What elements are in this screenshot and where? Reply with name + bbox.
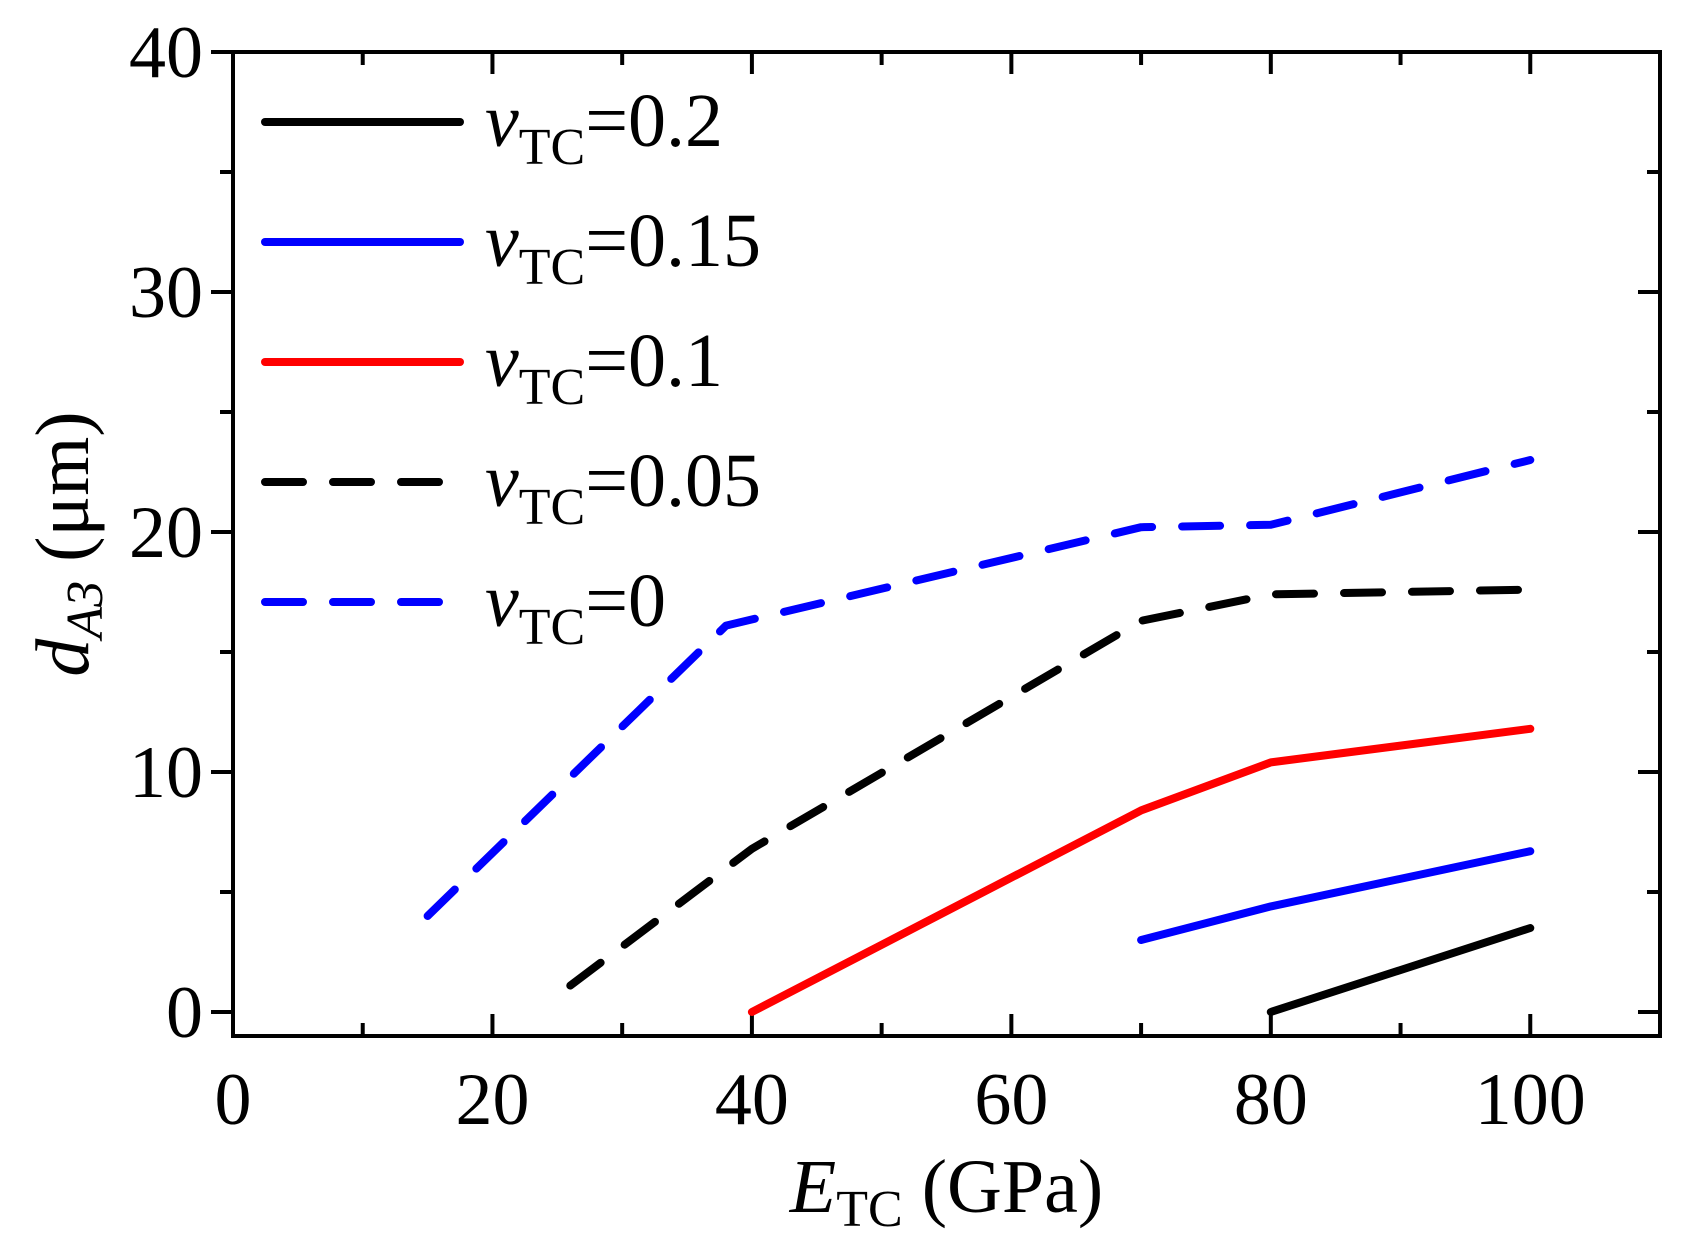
- legend-label-4: vTC=0.05: [485, 439, 761, 536]
- legend-label-var: v: [485, 559, 519, 643]
- series-layer: [423, 456, 1535, 1016]
- legend-label-value: =0.2: [585, 79, 723, 163]
- x-axis-sub: TC: [836, 1181, 902, 1238]
- y-axis-var: d: [21, 638, 105, 677]
- y-axis-sub: A3: [57, 581, 114, 642]
- legend-label-sub: TC: [519, 479, 585, 536]
- y-axis-title: dA3 (μm): [21, 411, 114, 676]
- y-tick-label: 0: [166, 972, 203, 1054]
- legend-label-1: vTC=0.2: [485, 79, 723, 176]
- legend-label-value: =0.05: [585, 439, 761, 523]
- legend-label-value: =0.1: [585, 319, 723, 403]
- y-tick-label: 10: [129, 732, 203, 814]
- y-tick-label: 30: [129, 252, 203, 334]
- tick-labels-layer: 0 20 40 60 80 100 0 10 20 30 40: [129, 12, 1586, 1141]
- x-tick-label: 80: [1234, 1059, 1308, 1141]
- legend-label-sub: TC: [519, 359, 585, 416]
- legend-label-var: v: [485, 319, 519, 403]
- x-tick-label: 40: [715, 1059, 789, 1141]
- series-line-5: [423, 456, 1535, 920]
- series-line-4: [566, 585, 1535, 990]
- legend-label-var: v: [485, 79, 519, 163]
- legend-label-var: v: [485, 199, 519, 283]
- x-tick-label: 100: [1475, 1059, 1586, 1141]
- legend-label-var: v: [485, 439, 519, 523]
- legend-label-sub: TC: [519, 599, 585, 656]
- y-axis-unit: (μm): [21, 411, 105, 580]
- series-line-2: [1137, 847, 1535, 944]
- x-tick-label: 60: [974, 1059, 1048, 1141]
- plot-frame: [231, 50, 1662, 1038]
- series-line-1: [1266, 924, 1535, 1016]
- legend-label-5: vTC=0: [485, 559, 666, 656]
- legend-label-2: vTC=0.15: [485, 199, 761, 296]
- x-axis-unit: (GPa): [903, 1145, 1104, 1229]
- legend-label-sub: TC: [519, 119, 585, 176]
- x-tick-label: 0: [215, 1059, 252, 1141]
- legend-label-value: =0.15: [585, 199, 761, 283]
- x-axis-title: ETC (GPa): [789, 1145, 1103, 1238]
- y-tick-label: 40: [129, 12, 203, 94]
- y-tick-label: 20: [129, 492, 203, 574]
- legend-label-value: =0: [585, 559, 666, 643]
- x-tick-label: 20: [455, 1059, 529, 1141]
- x-axis-var: E: [789, 1145, 836, 1229]
- series-line-3: [747, 724, 1535, 1016]
- legend-label-sub: TC: [519, 239, 585, 296]
- ticks-layer: [211, 50, 1662, 1036]
- legend-label-3: vTC=0.1: [485, 319, 723, 416]
